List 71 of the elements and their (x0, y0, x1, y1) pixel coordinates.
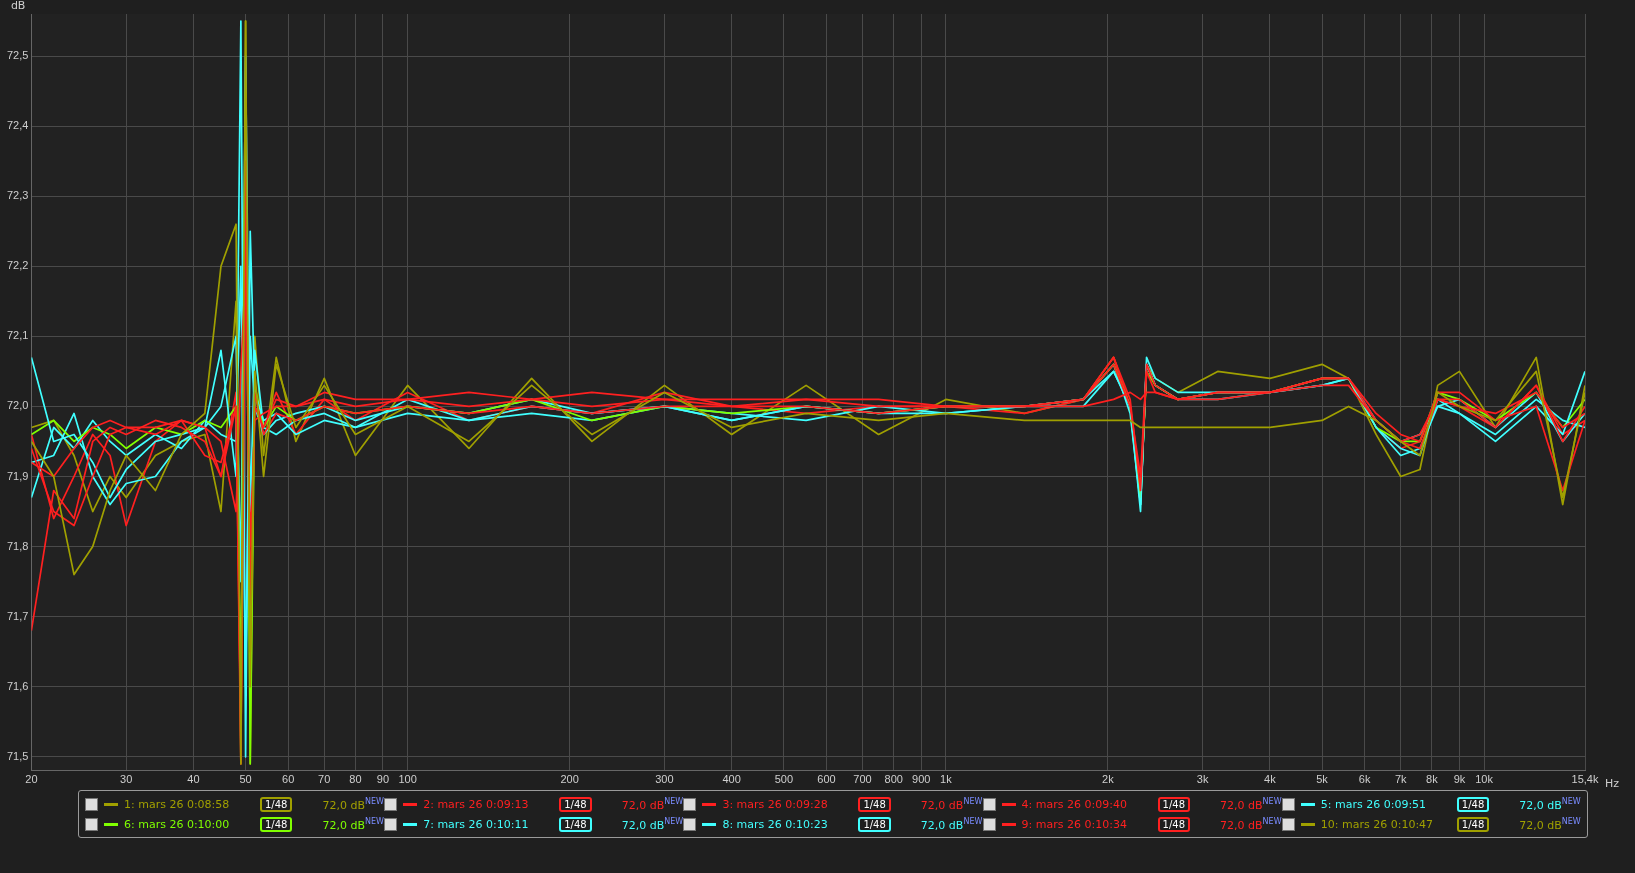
text: 1/48 (559, 796, 592, 812)
y-tick-label: 71,6 (6, 679, 29, 692)
legend-label: 7: mars 26 0:10:11 (423, 817, 530, 831)
x-tick-label: 500 (774, 773, 793, 786)
y-tick-label: 72,1 (6, 329, 29, 342)
legend-label: 4: mars 26 0:09:40 (1021, 797, 1128, 811)
x-tick-label: 800 (884, 773, 903, 786)
text: 1/48 (260, 796, 293, 812)
legend-label: 6: mars 26 0:10:00 (124, 817, 231, 831)
legend-label: 3: mars 26 0:09:28 (722, 797, 829, 811)
x-tick-label: 900 (912, 773, 931, 786)
text: 1/48 (1456, 796, 1490, 812)
text: 1/48 (260, 816, 293, 832)
text: 1/48 (858, 796, 891, 812)
text: 72,0 dB$^{NEW}$ (920, 816, 983, 832)
x-tick-label: 15,4k (1571, 773, 1599, 786)
x-tick-label: 5k (1316, 773, 1329, 786)
x-tick-label: 2k (1102, 773, 1115, 786)
x-tick-label: 200 (560, 773, 579, 786)
legend-label: 1: mars 26 0:08:58 (124, 797, 231, 811)
y-tick-label: 71,7 (6, 609, 29, 622)
text: 72,0 dB$^{NEW}$ (1220, 796, 1282, 812)
x-tick-label: 3k (1196, 773, 1209, 786)
x-tick-label: 30 (120, 773, 133, 786)
x-tick-label: 10k (1475, 773, 1494, 786)
x-tick-label: 6k (1358, 773, 1371, 786)
x-tick-label: 50 (239, 773, 252, 786)
x-tick-label: 300 (655, 773, 674, 786)
x-axis-title: Hz (1605, 777, 1620, 791)
x-tick-label: 20 (25, 773, 38, 786)
text: 72,0 dB$^{NEW}$ (920, 796, 983, 812)
x-tick-label: 80 (349, 773, 362, 786)
y-tick-label: 72,5 (6, 49, 29, 62)
x-tick-label: 1k (940, 773, 953, 786)
text: 1/48 (1456, 816, 1490, 832)
x-tick-label: 8k (1426, 773, 1439, 786)
text: 1/48 (559, 816, 592, 832)
y-tick-label: 72,3 (6, 189, 29, 202)
x-tick-label: 7k (1394, 773, 1407, 786)
x-tick-label: 60 (282, 773, 295, 786)
text: 72,0 dB$^{NEW}$ (1519, 816, 1581, 832)
y-tick-label: 72,4 (6, 119, 29, 132)
legend-label: 10: mars 26 0:10:47 (1320, 817, 1435, 831)
x-tick-label: 90 (376, 773, 390, 786)
legend-label: 5: mars 26 0:09:51 (1320, 797, 1428, 811)
legend-label: 9: mars 26 0:10:34 (1021, 817, 1128, 831)
y-tick-label: 72,2 (6, 259, 29, 272)
x-tick-label: 70 (318, 773, 331, 786)
x-tick-label: 700 (853, 773, 872, 786)
y-axis-title: dB (10, 0, 26, 13)
text: 72,0 dB$^{NEW}$ (1519, 796, 1581, 812)
y-tick-label: 71,9 (6, 469, 29, 482)
text: 1/48 (1157, 816, 1191, 832)
text: 72,0 dB$^{NEW}$ (322, 796, 384, 812)
x-tick-label: 9k (1453, 773, 1466, 786)
text: 1/48 (858, 816, 891, 832)
legend-label: 2: mars 26 0:09:13 (423, 797, 530, 811)
y-tick-label: 71,8 (6, 539, 29, 552)
x-tick-label: 4k (1264, 773, 1277, 786)
x-tick-label: 600 (817, 773, 836, 786)
x-tick-label: 400 (722, 773, 741, 786)
text: 72,0 dB$^{NEW}$ (621, 796, 684, 812)
text: 72,0 dB$^{NEW}$ (1220, 816, 1282, 832)
legend-label: 8: mars 26 0:10:23 (722, 817, 829, 831)
y-tick-label: 71,5 (6, 749, 29, 762)
x-tick-label: 100 (398, 773, 417, 786)
x-tick-label: 40 (187, 773, 200, 786)
y-tick-label: 72,0 (6, 399, 29, 412)
text: 1/48 (1157, 796, 1191, 812)
text: 72,0 dB$^{NEW}$ (322, 816, 384, 832)
text: 72,0 dB$^{NEW}$ (621, 816, 684, 832)
